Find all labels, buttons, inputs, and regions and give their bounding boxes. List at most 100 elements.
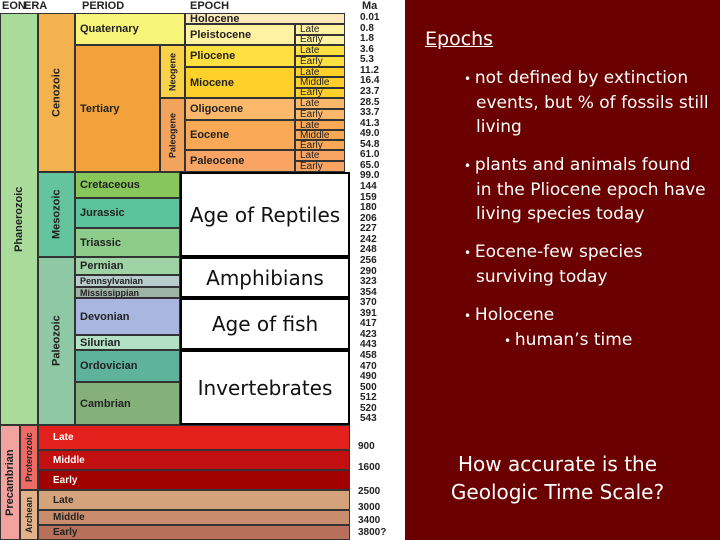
- epoch-part: Middle: [295, 77, 345, 88]
- ma-label: 458: [360, 350, 377, 362]
- ma-label: 11.2: [360, 64, 379, 76]
- period: Permian: [75, 257, 180, 275]
- precambrian-row: Middle: [38, 450, 350, 470]
- ma-label: 206: [360, 212, 377, 224]
- precambrian-row: Middle: [38, 510, 350, 525]
- era: Mesozoic: [38, 172, 75, 257]
- ma-label: 180: [360, 202, 377, 214]
- epoch-part: Early: [295, 109, 345, 120]
- period: Ordovician: [75, 350, 180, 382]
- epoch: Miocene: [185, 67, 295, 98]
- epoch-part: Early: [295, 140, 345, 150]
- ma-label: 323: [360, 276, 377, 288]
- period: Cambrian: [75, 382, 180, 425]
- epoch-part: Early: [295, 161, 345, 172]
- bullet-text: Holocene: [474, 305, 555, 325]
- ma-label: 391: [360, 307, 377, 319]
- ma-label: 3000: [358, 502, 381, 513]
- period: Devonian: [75, 298, 180, 335]
- ma-label: 65.0: [360, 159, 380, 171]
- subperiod: Neogene: [160, 45, 185, 98]
- ma-label: 290: [360, 265, 377, 277]
- question: How accurate is the Geologic Time Scale?: [450, 452, 665, 504]
- epoch-part: Late: [295, 67, 345, 78]
- eon: Phanerozoic: [0, 13, 38, 425]
- age-label: Age of Reptiles: [180, 172, 350, 257]
- bullet-text: plants and animals found in the Pliocene…: [474, 155, 706, 224]
- bullet-text: Eocene-few species surviving today: [474, 242, 643, 287]
- era: Cenozoic: [38, 13, 75, 172]
- ma-label: 99.0: [360, 170, 380, 182]
- epoch-part: Early: [295, 87, 345, 98]
- period: Quaternary: [75, 13, 185, 45]
- ma-label: 3.6: [360, 43, 374, 55]
- era: Proterozoic: [20, 425, 38, 490]
- ma-label: 443: [360, 339, 377, 351]
- period: Jurassic: [75, 198, 180, 228]
- bullet-list: not defined by extinction events, but % …: [460, 66, 710, 367]
- ma-label: 28.5: [360, 96, 380, 108]
- ma-label: 227: [360, 223, 377, 235]
- bullet: plants and animals found in the Pliocene…: [460, 153, 710, 226]
- sub-bullet: human’s time: [476, 328, 710, 353]
- ma-label: 33.7: [360, 107, 380, 119]
- period: Silurian: [75, 335, 180, 350]
- period: Cretaceous: [75, 172, 180, 198]
- epoch-part: Middle: [295, 130, 345, 140]
- ma-label: 1.8: [360, 33, 374, 45]
- eon: Precambrian: [0, 425, 20, 540]
- ma-label: 470: [360, 360, 377, 372]
- header-label: EON: [2, 0, 26, 12]
- ma-label: 512: [360, 392, 377, 404]
- epoch-part: Late: [295, 45, 345, 56]
- ma-label: 520: [360, 402, 377, 414]
- subperiod: Paleogene: [160, 98, 185, 172]
- precambrian-row: Early: [38, 470, 350, 490]
- epoch-part: Late: [295, 24, 345, 35]
- header-label: EPOCH: [190, 0, 230, 12]
- precambrian-row: Late: [38, 425, 350, 450]
- header-label: Ma: [362, 0, 378, 12]
- header-label: ERA: [24, 0, 48, 12]
- ma-label: 23.7: [360, 85, 380, 97]
- bullet-text: not defined by extinction events, but % …: [474, 68, 709, 137]
- epoch-part: Late: [295, 120, 345, 130]
- ma-label: 41.3: [360, 117, 380, 129]
- bullet: Holocene human’s time: [460, 303, 710, 353]
- epoch: Eocene: [185, 120, 295, 150]
- ma-label: 61.0: [360, 149, 380, 161]
- age-label: Invertebrates: [180, 350, 350, 425]
- ma-label: 417: [360, 318, 377, 330]
- period: Mississippian: [75, 287, 180, 298]
- slide-title: Epochs: [425, 28, 494, 50]
- text-panel: Epochs not defined by extinction events,…: [405, 0, 720, 540]
- ma-label: 423: [360, 328, 377, 340]
- age-label: Age of fish: [180, 298, 350, 350]
- ma-label: 354: [360, 286, 377, 298]
- ma-label: 543: [360, 413, 377, 425]
- epoch-part: Early: [295, 56, 345, 67]
- epoch: Pliocene: [185, 45, 295, 67]
- bullet: Eocene-few species surviving today: [460, 240, 710, 289]
- period: Tertiary: [75, 45, 160, 172]
- ma-label: 2500: [358, 486, 381, 497]
- header-label: PERIOD: [82, 0, 125, 12]
- ma-label: 370: [360, 297, 377, 309]
- ma-label: 490: [360, 371, 377, 383]
- ma-label: 0.8: [360, 22, 374, 34]
- epoch: Oligocene: [185, 98, 295, 120]
- age-label: Amphibians: [180, 257, 350, 298]
- epoch-part: Early: [295, 34, 345, 45]
- epoch: Paleocene: [185, 150, 295, 172]
- ma-label: 256: [360, 254, 377, 266]
- ma-label: 248: [360, 244, 377, 256]
- ma-label: 1600: [358, 462, 381, 473]
- ma-label: 144: [360, 181, 377, 193]
- epoch: Holocene: [185, 13, 345, 24]
- precambrian-row: Early: [38, 525, 350, 540]
- precambrian-row: Late: [38, 490, 350, 510]
- ma-label: 5.3: [360, 54, 374, 66]
- ma-label: 0.01: [360, 12, 380, 23]
- period: Triassic: [75, 228, 180, 257]
